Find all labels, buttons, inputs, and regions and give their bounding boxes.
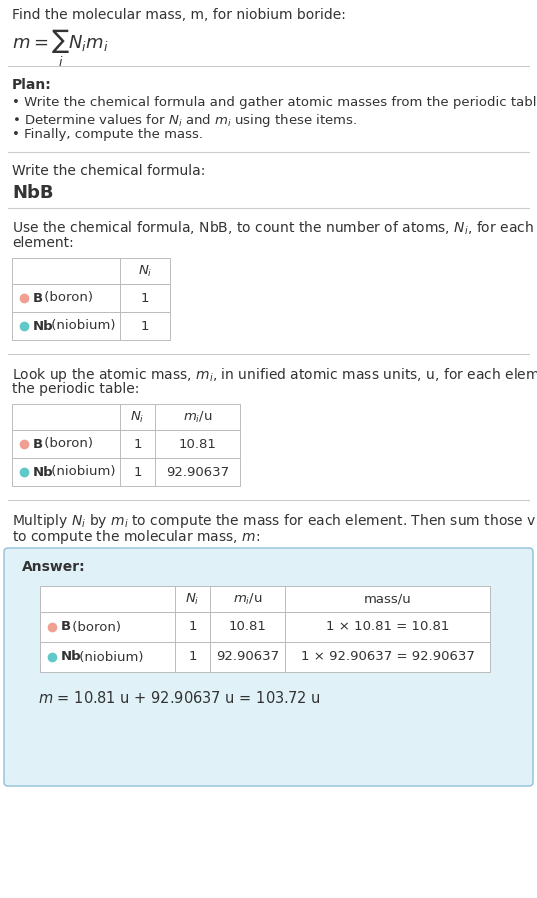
Text: 92.90637: 92.90637 [166,465,229,479]
Text: 10.81: 10.81 [179,437,216,451]
Bar [12,430,240,458]
Text: 10.81: 10.81 [229,621,266,633]
Text: Nb: Nb [33,465,54,479]
Text: NbB: NbB [12,184,54,202]
Text: (boron): (boron) [68,621,121,633]
Text: Find the molecular mass, m, for niobium boride:: Find the molecular mass, m, for niobium … [12,8,346,22]
FancyBboxPatch shape [4,548,533,786]
Text: $N_i$: $N_i$ [138,263,152,278]
Text: (niobium): (niobium) [75,650,143,664]
Text: (boron): (boron) [40,437,93,451]
Text: the periodic table:: the periodic table: [12,382,140,396]
Text: Write the chemical formula:: Write the chemical formula: [12,164,205,178]
Text: 1 × 10.81 = 10.81: 1 × 10.81 = 10.81 [326,621,449,633]
Text: Use the chemical formula, NbB, to count the number of atoms, $N_i$, for each: Use the chemical formula, NbB, to count … [12,220,534,237]
Text: • Write the chemical formula and gather atomic masses from the periodic table.: • Write the chemical formula and gather … [12,96,537,109]
Text: $m$ = 10.81 u + 92.90637 u = 103.72 u: $m$ = 10.81 u + 92.90637 u = 103.72 u [38,690,321,706]
Bar [12,284,170,312]
Text: Answer:: Answer: [22,560,85,574]
Bar [40,586,490,612]
Text: $m_i$/u: $m_i$/u [233,592,262,606]
Bar [40,612,490,642]
Text: $N_i$: $N_i$ [185,592,200,606]
Bar [12,458,240,486]
Text: (niobium): (niobium) [47,465,115,479]
Text: $m_i$/u: $m_i$/u [183,409,212,425]
Text: 1: 1 [133,437,142,451]
Text: Nb: Nb [61,650,82,664]
Text: B: B [33,292,43,304]
Text: 1 × 92.90637 = 92.90637: 1 × 92.90637 = 92.90637 [301,650,474,664]
Text: 1: 1 [141,320,149,332]
Text: $N_i$: $N_i$ [130,409,144,425]
Text: element:: element: [12,236,74,250]
Bar [12,312,170,340]
Text: (boron): (boron) [40,292,93,304]
Text: 1: 1 [141,292,149,304]
Bar [12,258,170,284]
Text: $m = \sum_i N_i m_i$: $m = \sum_i N_i m_i$ [12,28,108,69]
Text: 1: 1 [188,621,197,633]
Text: 1: 1 [133,465,142,479]
Text: Nb: Nb [33,320,54,332]
Text: • Finally, compute the mass.: • Finally, compute the mass. [12,128,203,141]
Text: Look up the atomic mass, $m_i$, in unified atomic mass units, u, for each elemen: Look up the atomic mass, $m_i$, in unifi… [12,366,537,384]
Text: (niobium): (niobium) [47,320,115,332]
Text: • Determine values for $N_i$ and $m_i$ using these items.: • Determine values for $N_i$ and $m_i$ u… [12,112,357,129]
Text: B: B [61,621,71,633]
Text: Plan:: Plan: [12,78,52,92]
Text: mass/u: mass/u [364,593,411,605]
Text: 1: 1 [188,650,197,664]
Text: B: B [33,437,43,451]
Bar [40,642,490,672]
Text: to compute the molecular mass, $m$:: to compute the molecular mass, $m$: [12,528,260,546]
Text: 92.90637: 92.90637 [216,650,279,664]
Text: Multiply $N_i$ by $m_i$ to compute the mass for each element. Then sum those val: Multiply $N_i$ by $m_i$ to compute the m… [12,512,537,530]
Bar [12,404,240,430]
